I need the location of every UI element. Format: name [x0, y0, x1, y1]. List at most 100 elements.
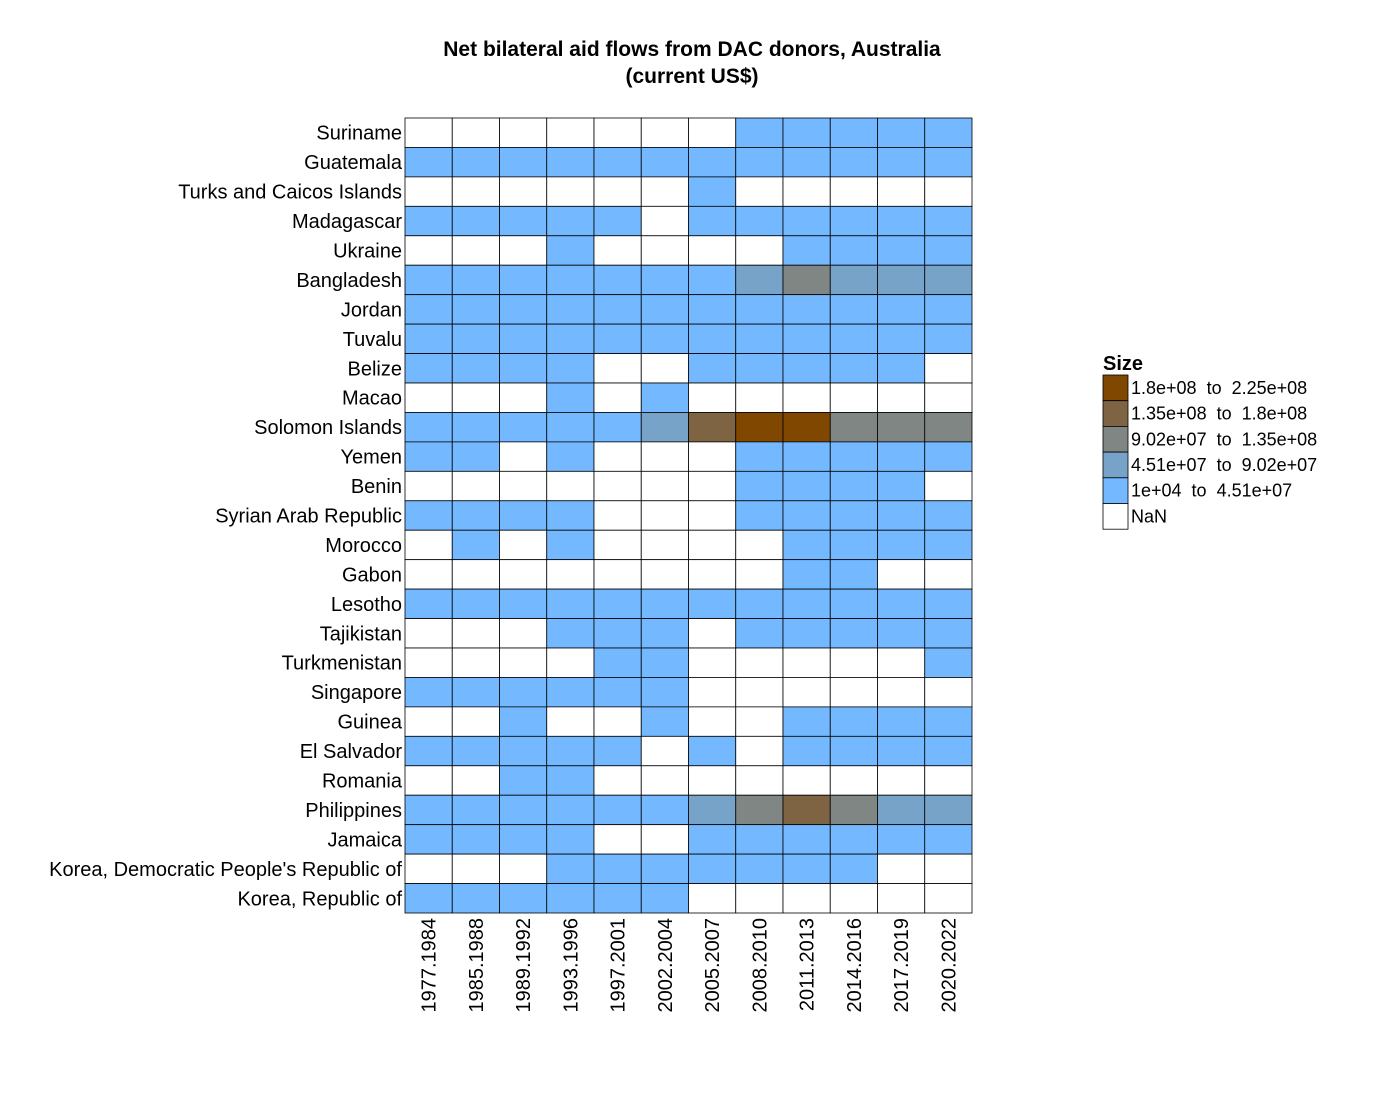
cell-tuvalu-1993-1996 — [546, 323, 595, 354]
cell-tuvalu-1985-1988 — [451, 323, 500, 354]
row-label-lesotho: Lesotho — [331, 594, 402, 616]
cell-solomon-islands-2002-2004 — [640, 412, 689, 443]
cell-singapore-1997-2001 — [593, 677, 642, 708]
cell-solomon-islands-1985-1988 — [451, 412, 500, 443]
cell-turkmenistan-2017-2019 — [877, 647, 926, 678]
cell-syrian-arab-republic-2011-2013 — [782, 500, 831, 531]
cell-guinea-2008-2010 — [735, 706, 784, 737]
cell-morocco-1977-1984 — [404, 529, 453, 561]
cell-turks-and-caicos-islands-2008-2010 — [735, 176, 784, 207]
cell-singapore-2005-2007 — [688, 677, 737, 708]
column-label-2005-2007: 2005.2007 — [702, 918, 724, 1013]
cell-syrian-arab-republic-2020-2022 — [924, 500, 973, 531]
cell-gabon-1993-1996 — [546, 559, 595, 590]
cell-benin-2020-2022 — [924, 470, 973, 502]
cell-yemen-2011-2013 — [782, 441, 831, 472]
cell-madagascar-2017-2019 — [877, 205, 926, 237]
cell-jordan-1993-1996 — [546, 294, 595, 325]
row-label-ukraine: Ukraine — [333, 241, 402, 263]
cell-philippines-2008-2010 — [735, 794, 784, 826]
cell-benin-2014-2016 — [829, 470, 878, 502]
cell-philippines-1977-1984 — [404, 794, 453, 826]
cell-turkmenistan-2020-2022 — [924, 647, 973, 678]
row-label-macao: Macao — [342, 388, 402, 410]
cell-jordan-1989-1992 — [499, 294, 548, 325]
cell-suriname-1977-1984 — [404, 117, 453, 148]
cell-syrian-arab-republic-1997-2001 — [593, 500, 642, 531]
cell-morocco-1989-1992 — [499, 529, 548, 561]
cell-guinea-2011-2013 — [782, 706, 831, 737]
cell-suriname-2014-2016 — [829, 117, 878, 148]
cell-tuvalu-1989-1992 — [499, 323, 548, 354]
cell-korea-democratic-people-s-republic-of-2017-2019 — [877, 853, 926, 884]
cell-guinea-1997-2001 — [593, 706, 642, 737]
cell-turks-and-caicos-islands-2017-2019 — [877, 176, 926, 207]
legend-swatch-2 — [1102, 425, 1129, 453]
column-label-1977-1984: 1977.1984 — [419, 918, 441, 1013]
cell-ukraine-1977-1984 — [404, 235, 453, 266]
cell-syrian-arab-republic-2017-2019 — [877, 500, 926, 531]
legend-swatch-5 — [1102, 503, 1129, 530]
cell-turks-and-caicos-islands-1993-1996 — [546, 176, 595, 207]
cell-belize-2002-2004 — [640, 353, 689, 384]
cell-korea-republic-of-2020-2022 — [924, 883, 973, 914]
cell-guatemala-2008-2010 — [735, 147, 784, 178]
cell-morocco-2002-2004 — [640, 529, 689, 561]
cell-tuvalu-2020-2022 — [924, 323, 973, 354]
column-label-1993-1996: 1993.1996 — [560, 918, 582, 1013]
cell-madagascar-2005-2007 — [688, 205, 737, 237]
cell-morocco-2014-2016 — [829, 529, 878, 561]
cell-turks-and-caicos-islands-1985-1988 — [451, 176, 500, 207]
cell-macao-2008-2010 — [735, 382, 784, 413]
cell-turkmenistan-2002-2004 — [640, 647, 689, 678]
cell-jordan-2011-2013 — [782, 294, 831, 325]
row-label-jamaica: Jamaica — [328, 829, 403, 851]
cell-yemen-1989-1992 — [499, 441, 548, 472]
cell-belize-1985-1988 — [451, 353, 500, 384]
cell-turks-and-caicos-islands-2002-2004 — [640, 176, 689, 207]
cell-ukraine-2008-2010 — [735, 235, 784, 266]
cell-singapore-1989-1992 — [499, 677, 548, 708]
legend-swatch-3 — [1102, 451, 1129, 479]
cell-korea-democratic-people-s-republic-of-2002-2004 — [640, 853, 689, 884]
cell-gabon-1989-1992 — [499, 559, 548, 590]
cell-tuvalu-2014-2016 — [829, 323, 878, 354]
row-label-tajikistan: Tajikistan — [320, 623, 402, 645]
legend: Size 1.8e+08 to 2.25e+08 1.35e+08 to 1.8e… — [1102, 353, 1317, 530]
cell-solomon-islands-2014-2016 — [829, 412, 878, 443]
cell-yemen-1985-1988 — [451, 441, 500, 472]
cell-singapore-2014-2016 — [829, 677, 878, 708]
row-label-romania: Romania — [322, 771, 403, 793]
row-label-jordan: Jordan — [341, 299, 402, 321]
cell-tajikistan-1989-1992 — [499, 618, 548, 649]
row-label-guatemala: Guatemala — [304, 152, 403, 174]
row-label-el-salvador: El Salvador — [300, 741, 403, 763]
row-label-korea-republic-of: Korea, Republic of — [237, 888, 402, 910]
cell-belize-2017-2019 — [877, 353, 926, 384]
legend-label-3: 4.51e+07 to 9.02e+07 — [1131, 455, 1317, 475]
cell-tuvalu-2005-2007 — [688, 323, 737, 354]
cell-gabon-1977-1984 — [404, 559, 453, 590]
row-label-korea-democratic-people-s-republic-of: Korea, Democratic People's Republic of — [49, 859, 402, 881]
cell-jordan-2017-2019 — [877, 294, 926, 325]
cell-belize-2020-2022 — [924, 353, 973, 384]
column-labels: 1977.1984 1985.1988 1989.1992 1993.1996 1997… — [419, 918, 961, 1013]
cell-guatemala-2014-2016 — [829, 147, 878, 178]
cell-jordan-2014-2016 — [829, 294, 878, 325]
legend-label-2: 9.02e+07 to 1.35e+08 — [1131, 429, 1317, 449]
cell-ukraine-2005-2007 — [688, 235, 737, 266]
cell-gabon-1985-1988 — [451, 559, 500, 590]
cell-turkmenistan-2008-2010 — [735, 647, 784, 678]
cell-guatemala-2020-2022 — [924, 147, 973, 178]
cell-bangladesh-2005-2007 — [688, 264, 737, 296]
cell-lesotho-1989-1992 — [499, 588, 548, 619]
cell-philippines-1985-1988 — [451, 794, 500, 826]
cell-korea-democratic-people-s-republic-of-1993-1996 — [546, 853, 595, 884]
cell-solomon-islands-2005-2007 — [688, 412, 737, 443]
cell-solomon-islands-1989-1992 — [499, 412, 548, 443]
cell-romania-1977-1984 — [404, 765, 453, 796]
cell-macao-2011-2013 — [782, 382, 831, 413]
cell-ukraine-2011-2013 — [782, 235, 831, 266]
cell-morocco-1997-2001 — [593, 529, 642, 561]
cell-guinea-1993-1996 — [546, 706, 595, 737]
